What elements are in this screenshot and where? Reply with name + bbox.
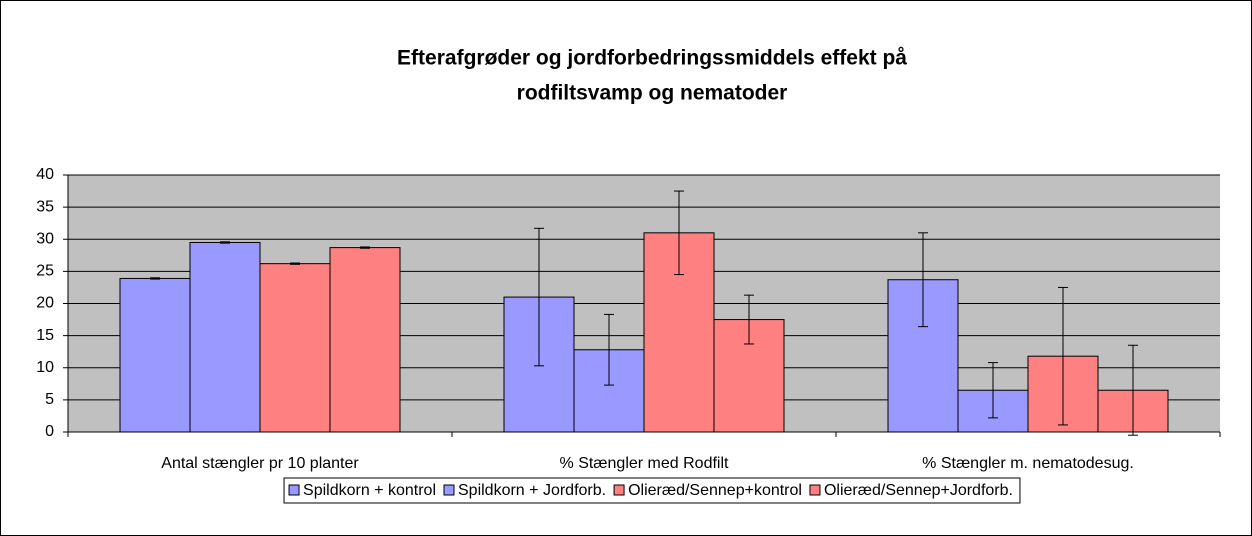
y-tick-label: 15: [36, 327, 54, 344]
bar: [259, 263, 331, 433]
chart-title: Efterafgrøder og jordforbedringssmiddels…: [397, 47, 907, 70]
legend-label: Spildkorn + Jordforb.: [458, 482, 606, 499]
y-tick-label: 30: [36, 230, 54, 247]
legend-label: Olieræd/Sennep+Jordforb.: [824, 482, 1013, 499]
y-tick-label: 0: [45, 423, 54, 440]
chart-title: rodfiltsvamp og nematoder: [517, 82, 788, 105]
bar: [329, 247, 401, 433]
legend-label: Olieræd/Sennep+kontrol: [628, 482, 802, 499]
x-tick-label: % Stængler m. nematodesug.: [922, 455, 1134, 472]
y-tick-label: 35: [36, 198, 54, 215]
x-tick-label: Antal stængler pr 10 planter: [161, 455, 359, 472]
y-tick-label: 10: [36, 359, 54, 376]
y-tick-label: 20: [36, 295, 54, 312]
legend-swatch: [613, 484, 625, 496]
legend-label: Spildkorn + kontrol: [303, 482, 436, 499]
legend-swatch: [443, 484, 455, 496]
y-tick-label: 5: [45, 391, 54, 408]
y-tick-label: 25: [36, 263, 54, 280]
legend-swatch: [288, 484, 300, 496]
bar: [119, 277, 191, 433]
legend-swatch: [809, 484, 821, 496]
legend: [283, 477, 1021, 504]
bar: [189, 241, 261, 433]
y-tick-label: 40: [36, 166, 54, 183]
x-tick-label: % Stængler med Rodfilt: [560, 455, 730, 472]
